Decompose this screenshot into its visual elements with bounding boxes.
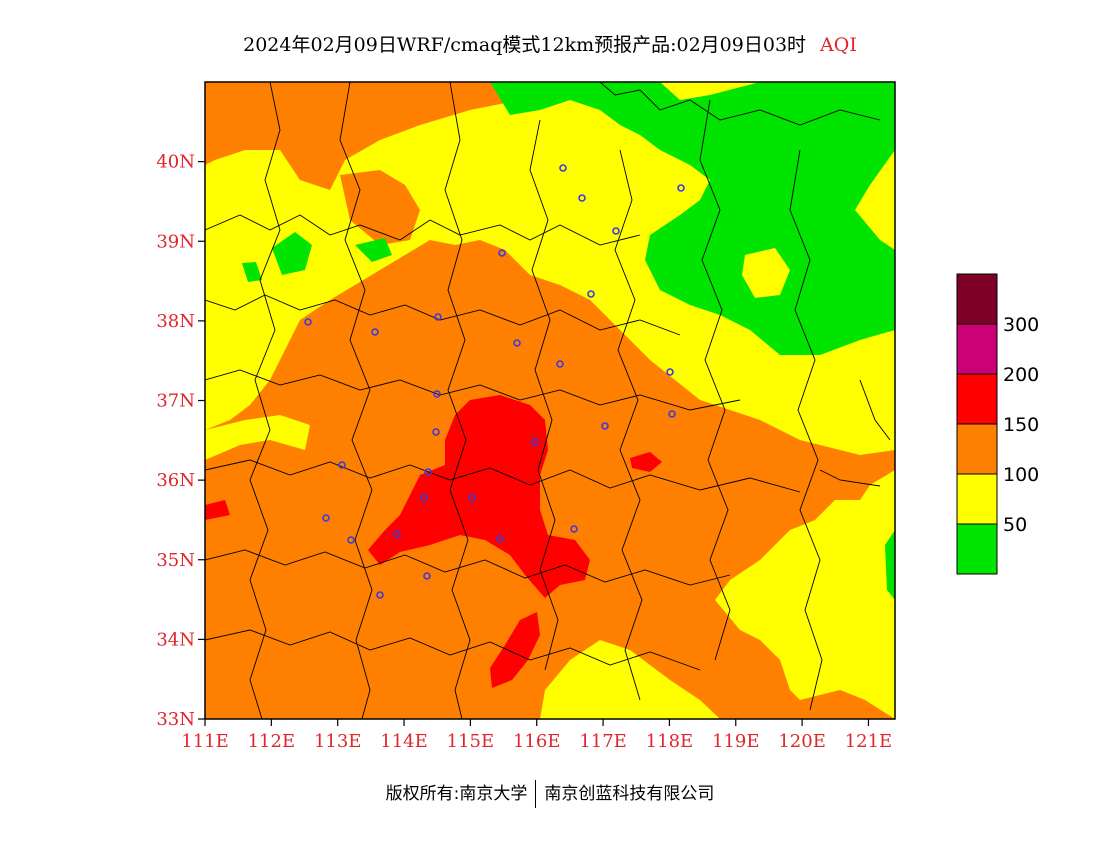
city-marker bbox=[433, 390, 441, 398]
city-marker bbox=[304, 318, 312, 326]
field-yellow-west bbox=[205, 415, 310, 460]
city-marker bbox=[322, 514, 330, 522]
lon-tick-label: 121E bbox=[845, 731, 893, 752]
lat-tick-label: 37N bbox=[156, 391, 195, 412]
lat-tick-label: 35N bbox=[156, 550, 195, 571]
legend-label: 100 bbox=[1003, 464, 1039, 486]
field-yellow-hole bbox=[742, 248, 790, 298]
field-yellow-south bbox=[540, 640, 720, 719]
city-marker bbox=[559, 164, 567, 172]
map-title: 2024年02月09日WRF/cmaq模式12km预报产品:02月09日03时 A… bbox=[0, 30, 1100, 57]
aqi-color-legend: 300 200 150 100 50 bbox=[956, 273, 1039, 575]
field-yellow-southeast bbox=[715, 470, 895, 719]
legend-swatch bbox=[956, 323, 998, 375]
city-marker bbox=[601, 422, 609, 430]
title-variable: AQI bbox=[820, 34, 857, 56]
lat-tick-label: 34N bbox=[156, 629, 195, 650]
city-marker bbox=[393, 530, 401, 538]
legend-swatch bbox=[956, 523, 998, 575]
city-marker bbox=[434, 313, 442, 321]
city-marker bbox=[468, 494, 476, 502]
field-green-west-1 bbox=[272, 232, 312, 275]
lat-tick-label: 36N bbox=[156, 470, 195, 491]
city-marker bbox=[556, 360, 564, 368]
title-main: 2024年02月09日WRF/cmaq模式12km预报产品:02月09日03时 bbox=[243, 34, 807, 56]
lon-tick-label: 117E bbox=[579, 731, 627, 752]
city-marker bbox=[496, 535, 504, 543]
footer-right: 南京创蓝科技有限公司 bbox=[544, 784, 715, 804]
city-marker bbox=[612, 227, 620, 235]
field-green-west-3 bbox=[242, 262, 262, 282]
field-red-south bbox=[490, 612, 540, 688]
city-marker bbox=[423, 572, 431, 580]
city-marker bbox=[513, 339, 521, 347]
city-marker bbox=[338, 461, 346, 469]
city-marker bbox=[677, 184, 685, 192]
legend-swatch bbox=[956, 473, 998, 525]
city-marker bbox=[668, 410, 676, 418]
field-orange-tongue bbox=[340, 170, 420, 245]
copyright-footer: 版权所有:南京大学 南京创蓝科技有限公司 bbox=[0, 779, 1100, 808]
city-marker bbox=[578, 194, 586, 202]
city-marker bbox=[570, 525, 578, 533]
lon-tick-label: 116E bbox=[513, 731, 561, 752]
legend-label: 50 bbox=[1003, 514, 1027, 536]
legend-label: 150 bbox=[1003, 414, 1039, 436]
lat-tick-label: 40N bbox=[156, 152, 195, 173]
lon-tick-label: 113E bbox=[314, 731, 362, 752]
lat-tick-label: 38N bbox=[156, 311, 195, 332]
admin-boundaries bbox=[205, 82, 891, 719]
longitude-axis: 111E 112E 113E 114E 115E 116E 117E 118E 119E 120E… bbox=[181, 719, 892, 752]
city-marker bbox=[424, 468, 432, 476]
city-marker bbox=[371, 328, 379, 336]
aqi-fields bbox=[205, 82, 895, 719]
footer-divider bbox=[535, 780, 537, 808]
field-orange-north bbox=[205, 82, 540, 190]
city-marker bbox=[587, 290, 595, 298]
city-marker bbox=[666, 368, 674, 376]
lon-tick-label: 118E bbox=[646, 731, 694, 752]
city-marker bbox=[498, 249, 506, 257]
field-green-northeast bbox=[490, 82, 895, 355]
lon-tick-label: 112E bbox=[248, 731, 296, 752]
legend-swatch bbox=[956, 423, 998, 475]
field-green-east-edge bbox=[885, 530, 895, 600]
lon-tick-label: 119E bbox=[712, 731, 760, 752]
city-markers bbox=[304, 164, 685, 599]
lon-tick-label: 120E bbox=[778, 731, 826, 752]
city-marker bbox=[347, 536, 355, 544]
field-green-west-2 bbox=[355, 238, 392, 262]
city-marker bbox=[432, 428, 440, 436]
lon-tick-label: 115E bbox=[447, 731, 495, 752]
latitude-axis: 40N 39N 38N 37N 36N 35N 34N 33N bbox=[156, 152, 205, 730]
city-marker bbox=[531, 438, 539, 446]
city-marker bbox=[420, 494, 428, 502]
legend-label: 200 bbox=[1003, 364, 1039, 386]
field-red-west bbox=[205, 500, 230, 520]
lat-tick-label: 33N bbox=[156, 709, 195, 730]
lon-tick-label: 111E bbox=[181, 731, 229, 752]
legend-label: 300 bbox=[1003, 314, 1039, 336]
legend-swatch bbox=[956, 273, 998, 325]
lon-tick-label: 114E bbox=[380, 731, 428, 752]
city-marker bbox=[376, 591, 384, 599]
lat-tick-label: 39N bbox=[156, 231, 195, 252]
field-red-east bbox=[630, 452, 662, 472]
legend-swatch bbox=[956, 373, 998, 425]
footer-left: 版权所有:南京大学 bbox=[385, 784, 528, 804]
